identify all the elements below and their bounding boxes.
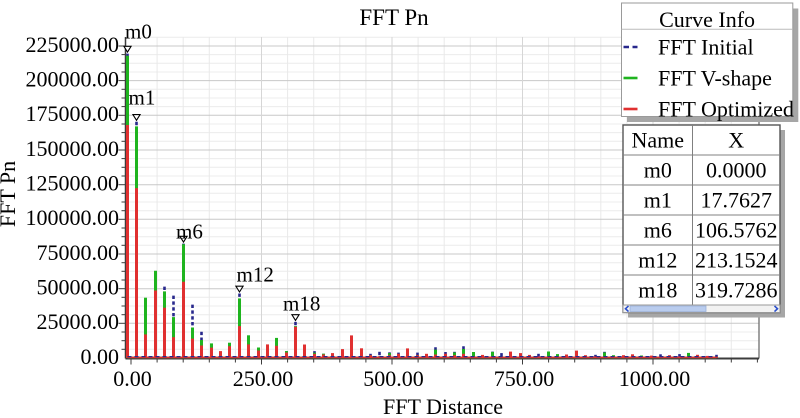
svg-text:213.1524: 213.1524 <box>695 248 778 273</box>
svg-text:0.00: 0.00 <box>113 366 152 391</box>
svg-text:FFT Pn: FFT Pn <box>0 161 20 227</box>
svg-text:FFT Initial: FFT Initial <box>658 35 754 60</box>
svg-text:X: X <box>728 128 744 153</box>
svg-text:FFT Optimized: FFT Optimized <box>658 97 794 122</box>
svg-text:m6: m6 <box>176 220 203 244</box>
svg-text:250.00: 250.00 <box>233 366 294 391</box>
svg-text:m12: m12 <box>237 263 274 287</box>
svg-text:FFT Distance: FFT Distance <box>383 394 503 418</box>
svg-text:175000.00: 175000.00 <box>26 101 120 126</box>
svg-text:319.7286: 319.7286 <box>695 278 778 303</box>
svg-text:m1: m1 <box>644 188 672 213</box>
svg-text:m18: m18 <box>638 278 677 303</box>
svg-text:1000.00: 1000.00 <box>619 366 691 391</box>
svg-text:500.00: 500.00 <box>363 366 424 391</box>
svg-text:FFT V-shape: FFT V-shape <box>658 66 772 91</box>
svg-text:150000.00: 150000.00 <box>26 136 120 161</box>
svg-text:0.0000: 0.0000 <box>706 158 767 183</box>
svg-text:125000.00: 125000.00 <box>26 171 120 196</box>
svg-text:m0: m0 <box>644 158 672 183</box>
svg-text:50000.00: 50000.00 <box>37 275 120 300</box>
svg-text:Curve Info: Curve Info <box>659 7 755 32</box>
svg-text:m12: m12 <box>638 248 677 273</box>
svg-text:200000.00: 200000.00 <box>26 66 120 91</box>
svg-text:m0: m0 <box>125 20 152 44</box>
svg-text:Name: Name <box>632 128 685 153</box>
svg-text:100000.00: 100000.00 <box>26 205 120 230</box>
svg-text:FFT Pn: FFT Pn <box>359 5 429 30</box>
svg-text:225000.00: 225000.00 <box>26 32 120 57</box>
svg-text:m1: m1 <box>129 86 156 110</box>
svg-text:75000.00: 75000.00 <box>37 240 120 265</box>
svg-text:106.5762: 106.5762 <box>695 218 778 243</box>
svg-text:17.7627: 17.7627 <box>700 188 772 213</box>
svg-text:750.00: 750.00 <box>494 366 555 391</box>
svg-text:m18: m18 <box>283 292 320 316</box>
svg-text:0.00: 0.00 <box>81 344 120 369</box>
svg-text:m6: m6 <box>644 218 672 243</box>
svg-text:25000.00: 25000.00 <box>37 309 120 334</box>
